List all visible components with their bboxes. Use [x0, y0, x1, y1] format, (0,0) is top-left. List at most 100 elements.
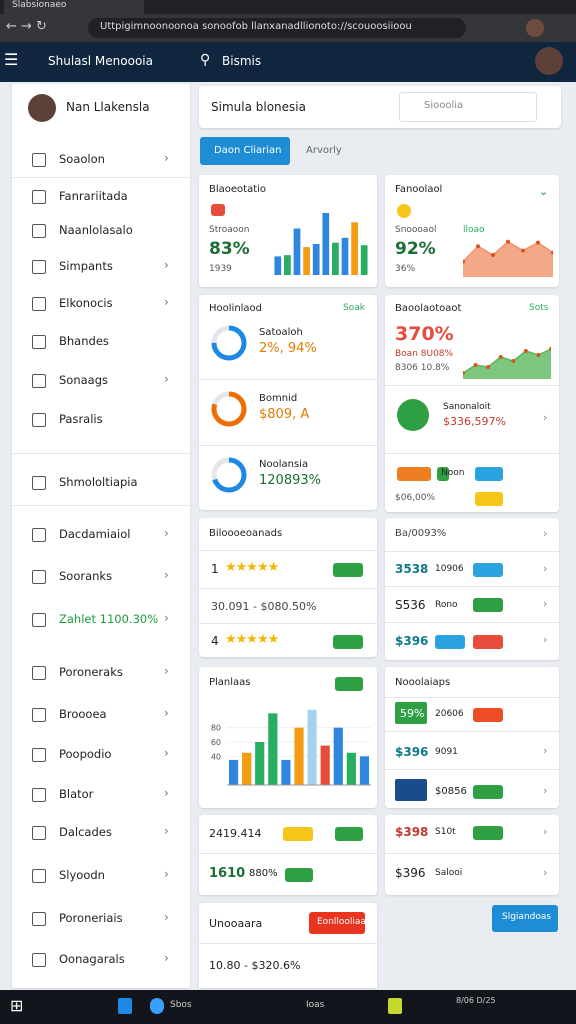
sidebar-item[interactable]: Poroneraks › [12, 661, 190, 685]
chevron: › [543, 527, 548, 540]
sidebar-label: Simpants [59, 259, 113, 273]
tab-active[interactable] [200, 137, 290, 165]
stars: ★★★★★ [225, 632, 279, 647]
chip [473, 635, 503, 649]
donut-arc [211, 457, 247, 493]
bar [293, 228, 301, 275]
sidebar-item[interactable]: Poopodio › [12, 743, 190, 767]
amount: $398 [395, 825, 429, 839]
sidebar-item[interactable]: Poroneriais › [12, 907, 190, 931]
sidebar-icon [32, 748, 46, 762]
divider [199, 588, 377, 589]
value: 370% [395, 323, 454, 345]
sidebar-item[interactable]: Elkonocis › [12, 292, 190, 316]
sidebar-item[interactable]: Dacdamiaiol › [12, 523, 190, 547]
sidebar-item[interactable]: Slyoodn › [12, 864, 190, 888]
chevron: › [164, 824, 169, 838]
address-bar[interactable] [88, 18, 466, 38]
button[interactable] [309, 912, 365, 934]
tab [4, 0, 144, 14]
sidebar-item[interactable]: Shmololtiapia [12, 471, 190, 495]
bar [284, 255, 291, 275]
bar [351, 222, 358, 275]
sidebar-item[interactable]: Zahlet 1100.30% › [12, 608, 190, 632]
sidebar-item[interactable]: Broooea › [12, 703, 190, 727]
chevron: › [164, 746, 169, 760]
sidebar-item[interactable]: Simpants › [12, 255, 190, 279]
chevron: › [164, 526, 169, 540]
point [463, 259, 465, 264]
sidebar-label: Fanrariitada [59, 189, 128, 203]
amount: 3538 [395, 562, 429, 576]
chip [473, 598, 503, 612]
task-icon [150, 998, 164, 1014]
sidebar-item[interactable]: Naanlolasalo [12, 219, 190, 243]
point [498, 355, 503, 359]
chevron: › [164, 786, 169, 800]
row-text: Salooi [435, 868, 463, 878]
sidebar-icon [32, 476, 46, 490]
chip [473, 708, 503, 722]
sidebar-icon [32, 613, 46, 627]
sidebar-item[interactable]: Bhandes [12, 330, 190, 354]
y-tick-label: 60 [211, 738, 221, 747]
divider [385, 453, 559, 454]
user-avatar [28, 94, 56, 122]
sidebar-item[interactable]: Oonagarals › [12, 948, 190, 972]
chip [333, 635, 363, 649]
action-label: Slgiandoas [502, 912, 552, 922]
bar [294, 727, 304, 785]
sidebar-icon [32, 953, 46, 967]
divider [385, 385, 559, 386]
sidebar-label: Broooea [59, 707, 107, 721]
divider [199, 550, 377, 551]
sidebar-item[interactable]: Fanrariitada [12, 185, 190, 209]
sidebar-item[interactable]: Sooranks › [12, 565, 190, 589]
bar [255, 742, 265, 785]
sidebar-item[interactable]: Pasralis [12, 408, 190, 432]
sidebar-item[interactable]: Sonaags › [12, 369, 190, 393]
sidebar-label: Blator [59, 787, 94, 801]
bar [307, 709, 317, 785]
tab-label[interactable]: Arvorly [306, 145, 342, 156]
item-name: Sanonaloit [443, 402, 491, 412]
sidebar: Nan Llakensla Soaolon › Fanrariitada Naanlo… [12, 84, 190, 988]
bar [320, 745, 330, 785]
sidebar-icon [32, 153, 46, 167]
chip [285, 868, 313, 882]
card: Hoolinlaod Soak Satoaloh 2%, 94% Bomnid $80… [199, 295, 377, 510]
card: Baoolaotoaot Sots 370% Boan 8U08% 8306 1… [385, 295, 559, 512]
card: Biloooeoanads 1 ★★★★★ 30.091 - $080.50% … [199, 518, 377, 657]
card-title: Nooolaiaps [395, 677, 451, 688]
badge: Soak [343, 303, 365, 313]
row-text: 880% [249, 868, 278, 879]
amount: S536 [395, 598, 426, 612]
bar [274, 256, 282, 275]
divider [12, 505, 190, 506]
user-name: Nan Llakensla [66, 100, 150, 114]
main-search-box[interactable] [399, 92, 537, 122]
main-header: Simula blonesia Siooolia [199, 86, 561, 128]
donut-arc [211, 325, 247, 361]
card-title: Baoolaotoaot [395, 303, 462, 314]
amount: $396 [395, 634, 429, 648]
icon [397, 399, 429, 431]
taskbar [0, 990, 576, 1024]
action-button[interactable] [492, 905, 558, 932]
chevron: › [164, 258, 169, 272]
amount: 59% [400, 707, 425, 720]
sidebar-item[interactable]: Soaolon › [12, 148, 190, 172]
y-tick-label: 80 [211, 724, 221, 733]
sub: 8306 10.8% [395, 363, 450, 373]
rank: 1 [211, 562, 219, 576]
chevron: › [543, 633, 548, 646]
main-title: Simula blonesia [211, 100, 306, 114]
chevron: › [164, 706, 169, 720]
chip [473, 826, 503, 840]
sidebar-label: Naanlolasalo [59, 223, 133, 237]
sidebar-item[interactable]: Blator › [12, 783, 190, 807]
bar [359, 756, 370, 785]
sidebar-item[interactable]: Dalcades › [12, 821, 190, 845]
card: Ba/0093% › 3538 10906 › S536 Rono › $396… [385, 518, 559, 660]
row-text: 20606 [435, 709, 464, 719]
